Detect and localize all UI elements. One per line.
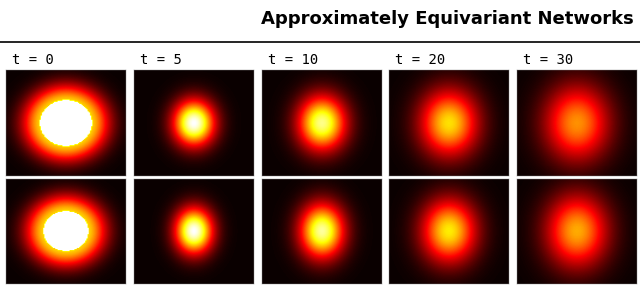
Text: t = 0: t = 0 — [12, 53, 54, 67]
Text: t = 10: t = 10 — [268, 53, 318, 67]
Text: t = 30: t = 30 — [523, 53, 573, 67]
Text: t = 5: t = 5 — [140, 53, 182, 67]
Text: Approximately Equivariant Networks: Approximately Equivariant Networks — [261, 10, 634, 28]
Text: t = 20: t = 20 — [396, 53, 445, 67]
